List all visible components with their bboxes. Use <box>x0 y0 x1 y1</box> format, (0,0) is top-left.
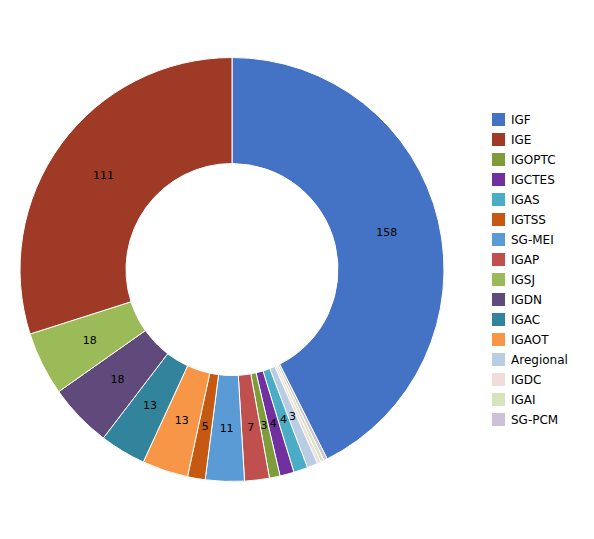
legend-item: IGTSS <box>492 213 546 227</box>
legend-item: SG-MEI <box>492 233 554 247</box>
legend: IGF IGE IGOPTC IGCTES IGAS IGTSS SG-MEI IGAP IGS… <box>492 113 568 427</box>
legend-swatch <box>492 193 505 206</box>
legend-swatch <box>492 233 505 246</box>
legend-item: IGE <box>492 133 531 147</box>
chart: 1583443711513131818111IGFIGEIGOPTCIGCTES… <box>0 0 594 539</box>
legend-label: IGF <box>511 113 531 127</box>
data-label: 4 <box>280 413 287 426</box>
legend-label: IGSJ <box>511 273 535 287</box>
legend-swatch <box>492 253 505 266</box>
legend-item: IGF <box>492 113 531 127</box>
legend-item: IGOPTC <box>492 153 556 167</box>
legend-swatch <box>492 153 505 166</box>
legend-label: IGAP <box>511 253 539 267</box>
data-label: 13 <box>175 414 189 427</box>
legend-label: IGTSS <box>511 213 546 227</box>
legend-swatch <box>492 393 505 406</box>
legend-label: SG-PCM <box>511 413 558 427</box>
legend-label: IGDC <box>511 373 541 387</box>
legend-label: Aregional <box>511 353 568 367</box>
legend-item: IGAI <box>492 393 536 407</box>
legend-label: IGAOT <box>511 333 549 347</box>
data-label: 5 <box>202 420 209 433</box>
data-label: 158 <box>376 226 397 239</box>
legend-label: IGDN <box>511 293 542 307</box>
data-label: 18 <box>110 373 124 386</box>
legend-swatch <box>492 213 505 226</box>
legend-item: IGCTES <box>492 173 555 187</box>
legend-item: IGAP <box>492 253 539 267</box>
legend-label: IGCTES <box>511 173 555 187</box>
legend-swatch <box>492 333 505 346</box>
legend-label: SG-MEI <box>511 233 554 247</box>
data-label: 18 <box>83 334 97 347</box>
data-label: 7 <box>247 421 254 434</box>
data-labels: 1583443711513131818111 <box>83 169 398 435</box>
legend-label: IGAC <box>511 313 540 327</box>
data-label: 111 <box>93 169 114 182</box>
legend-swatch <box>492 373 505 386</box>
data-label: 13 <box>143 399 157 412</box>
legend-swatch <box>492 413 505 426</box>
legend-item: IGAC <box>492 313 540 327</box>
data-label: 3 <box>261 419 268 432</box>
legend-swatch <box>492 133 505 146</box>
data-label: 11 <box>220 422 234 435</box>
legend-swatch <box>492 313 505 326</box>
legend-swatch <box>492 113 505 126</box>
legend-item: SG-PCM <box>492 413 558 427</box>
legend-item: Aregional <box>492 353 568 367</box>
legend-item: IGAS <box>492 193 540 207</box>
legend-item: IGSJ <box>492 273 535 287</box>
data-label: 4 <box>270 417 277 430</box>
legend-item: IGDN <box>492 293 542 307</box>
legend-swatch <box>492 293 505 306</box>
donut <box>20 58 444 482</box>
legend-label: IGAS <box>511 193 540 207</box>
legend-label: IGAI <box>511 393 536 407</box>
legend-swatch <box>492 273 505 286</box>
legend-label: IGE <box>511 133 531 147</box>
legend-label: IGOPTC <box>511 153 556 167</box>
legend-item: IGDC <box>492 373 541 387</box>
slice <box>20 58 232 334</box>
legend-item: IGAOT <box>492 333 549 347</box>
legend-swatch <box>492 353 505 366</box>
data-label: 3 <box>289 410 296 423</box>
legend-swatch <box>492 173 505 186</box>
